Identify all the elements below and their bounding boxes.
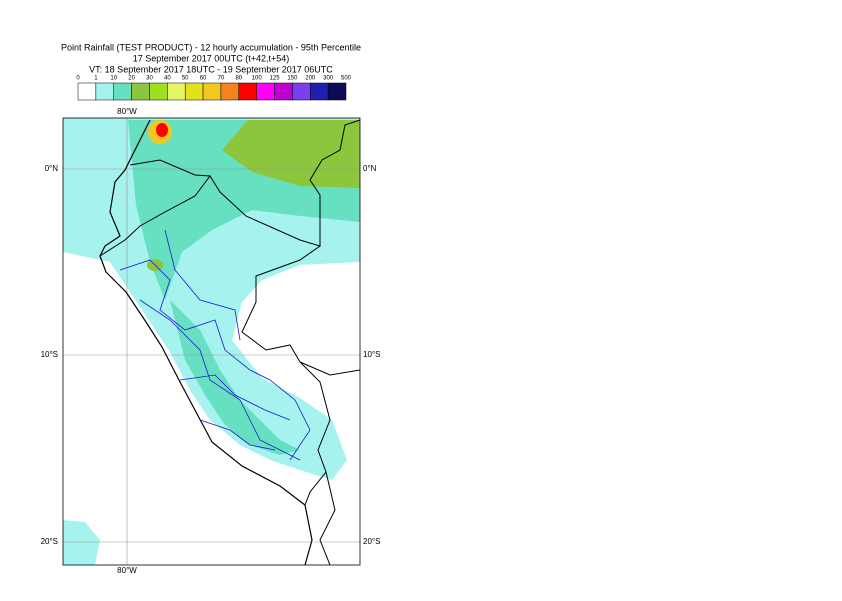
border xyxy=(129,159,211,177)
legend-label: 1 xyxy=(94,76,98,82)
legend-label: 80 xyxy=(235,76,242,82)
legend-swatch xyxy=(310,82,329,101)
legend-swatch xyxy=(95,82,114,101)
title: Point Rainfall (TEST PRODUCT) - 12 hourl… xyxy=(61,42,361,52)
legend-label: 125 xyxy=(270,76,281,82)
legend-label: 200 xyxy=(305,76,316,82)
lat-label: 10°S xyxy=(363,350,380,359)
lat-label: 10°S xyxy=(41,350,58,359)
lon-label: 80°W xyxy=(117,107,137,116)
lat-label: 20°S xyxy=(363,537,380,546)
border xyxy=(299,361,360,376)
legend-label: 0 xyxy=(76,76,80,82)
border xyxy=(319,471,336,565)
legend-label: 60 xyxy=(200,76,207,82)
legend-label: 10 xyxy=(110,76,117,82)
legend-label: 20 xyxy=(128,76,135,82)
legend-swatch xyxy=(238,82,257,101)
lat-label: 0°N xyxy=(45,164,59,173)
rain-peak xyxy=(156,123,168,137)
legend-swatch xyxy=(77,82,97,101)
legend-swatch xyxy=(113,82,132,101)
border xyxy=(309,119,360,246)
legend-label: 500 xyxy=(341,76,352,82)
map xyxy=(63,118,360,565)
legend-swatch xyxy=(327,82,347,101)
legend-label: 150 xyxy=(287,76,298,82)
lat-label: 0°N xyxy=(363,164,377,173)
legend-label: 40 xyxy=(164,76,171,82)
legend-label: 50 xyxy=(182,76,189,82)
legend-swatch xyxy=(220,82,240,101)
legend-swatch xyxy=(167,82,186,101)
legend-swatch xyxy=(149,82,168,101)
legend-swatch xyxy=(202,82,222,101)
lat-label: 20°S xyxy=(41,537,58,546)
regions xyxy=(119,229,311,461)
rain-1-10 xyxy=(63,520,100,565)
legend-label: 100 xyxy=(252,76,263,82)
legend: 0 1 10 20 30 40 50 60 70 80 100 125 150 200 300 500 xyxy=(76,76,352,101)
legend-swatch xyxy=(292,82,311,101)
coastline xyxy=(99,119,313,565)
lon-label: 80°W xyxy=(117,566,137,575)
legend-swatch xyxy=(256,82,275,101)
legend-label: 300 xyxy=(323,76,334,82)
rain-10-20 xyxy=(170,300,300,455)
legend-label: 70 xyxy=(218,76,225,82)
legend-swatch xyxy=(184,82,204,101)
legend-label: 30 xyxy=(146,76,153,82)
valid-time: VT: 18 September 2017 18UTC - 19 Septemb… xyxy=(89,64,333,74)
rain-20-30 xyxy=(222,120,360,188)
legend-swatch xyxy=(131,82,150,101)
base-time: 17 September 2017 00UTC (t+42,t+54) xyxy=(133,53,290,63)
map-frame xyxy=(62,117,361,566)
border xyxy=(99,175,331,506)
legend-swatch xyxy=(274,82,293,101)
